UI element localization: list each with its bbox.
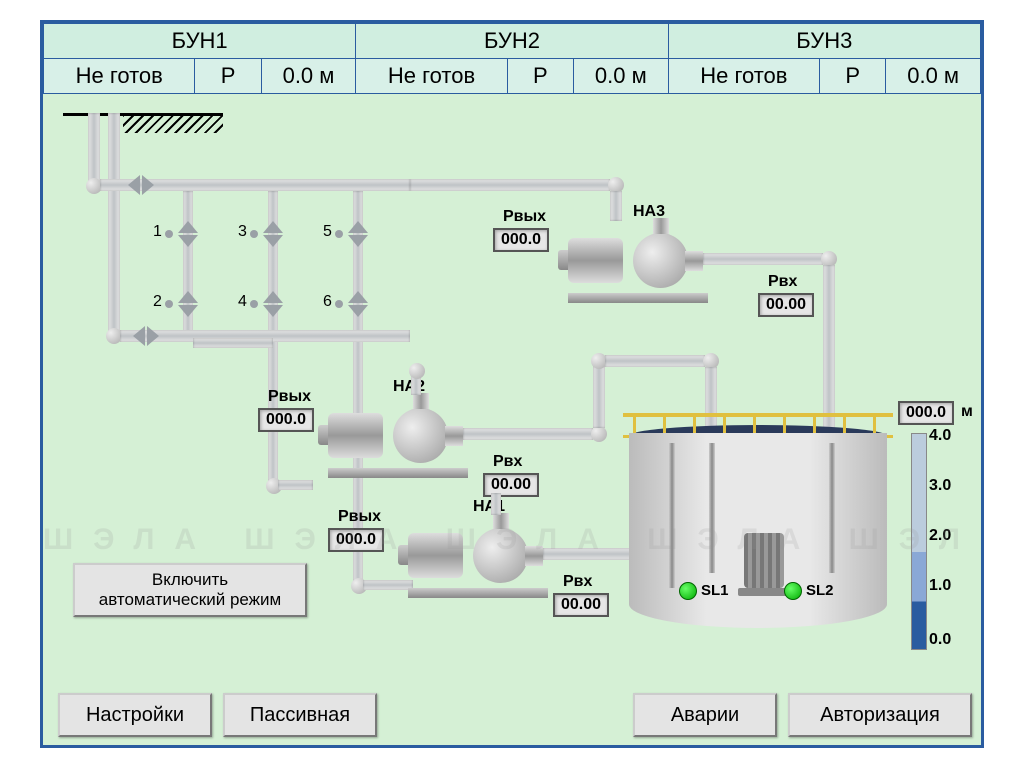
pipe [463, 428, 593, 440]
unit3-mode: Р [820, 59, 886, 94]
unit3-level: 0.0 м [886, 59, 981, 94]
auto-mode-button[interactable]: Включить автоматический режим [73, 563, 307, 617]
level-scale: 4.0 3.0 2.0 1.0 0.0 [911, 433, 971, 648]
ground-hatch [123, 113, 223, 133]
pipe [278, 480, 313, 490]
probe-icon [709, 443, 715, 573]
pipe [491, 493, 501, 515]
unit2-title: БУН2 [356, 24, 668, 59]
valve-1-label: 1 [153, 223, 162, 241]
tank-level-unit: м [961, 403, 973, 421]
unit2-level: 0.0 м [573, 59, 668, 94]
pump-ha3-label: НА3 [633, 203, 665, 221]
auto-mode-label-line1: Включить [152, 570, 228, 590]
pump-ha2-pout-value: 000.0 [258, 408, 314, 432]
pump-ha1[interactable] [403, 513, 553, 598]
pipe [593, 366, 605, 428]
pipe [108, 113, 120, 333]
pipe [703, 253, 823, 265]
valve-5-icon[interactable] [348, 221, 368, 247]
valve-3-label: 3 [238, 223, 247, 241]
pipe [610, 191, 622, 221]
valve-4-label: 4 [238, 293, 247, 311]
pump-ha1-pout-label: Рвых [338, 508, 381, 526]
pump-ha1-pout-value: 000.0 [328, 528, 384, 552]
scale-tick-2: 2.0 [929, 527, 951, 545]
pump-ha2-pout-label: Рвых [268, 388, 311, 406]
sl1-label: SL1 [701, 582, 729, 599]
valve-dot [250, 300, 258, 308]
settings-button[interactable]: Настройки [58, 693, 212, 737]
pipe [193, 338, 273, 348]
scada-frame: БУН1 БУН2 БУН3 Не готов Р 0.0 м Не готов… [40, 20, 984, 748]
pipe-elbow [591, 426, 607, 442]
unit1-level: 0.0 м [261, 59, 356, 94]
unit2-mode: Р [507, 59, 573, 94]
auth-button[interactable]: Авторизация [788, 693, 972, 737]
pipe [410, 179, 610, 191]
scale-tick-0: 0.0 [929, 631, 951, 649]
valve-dot [165, 230, 173, 238]
valve-4-icon[interactable] [263, 291, 283, 317]
pump-ha3-pout-label: Рвых [503, 208, 546, 226]
pump-ha3[interactable] [563, 218, 713, 303]
pump-ha3-pin-label: Рвх [768, 273, 797, 291]
pump-ha3-pout-value: 000.0 [493, 228, 549, 252]
valve-1-icon[interactable] [178, 221, 198, 247]
valve-dot [335, 230, 343, 238]
probe-icon [829, 443, 835, 573]
pump-ha3-pin-value: 00.00 [758, 293, 814, 317]
pump-ha1-pin-label: Рвх [563, 573, 592, 591]
valve-3-icon[interactable] [263, 221, 283, 247]
pipe [605, 355, 705, 367]
auto-mode-label-line2: автоматический режим [99, 590, 281, 610]
probe-icon [669, 443, 675, 588]
pump-ha1-pin-value: 00.00 [553, 593, 609, 617]
valve-dot [335, 300, 343, 308]
unit3-status: Не готов [668, 59, 819, 94]
unit2-status: Не готов [356, 59, 507, 94]
valve-5-label: 5 [323, 223, 332, 241]
valve-2-label: 2 [153, 293, 162, 311]
valve-icon [128, 175, 154, 195]
tank: SL1 SL2 [623, 413, 893, 638]
passive-button[interactable]: Пассивная [223, 693, 377, 737]
sl2-indicator: SL2 [784, 582, 834, 600]
valve-6-icon[interactable] [348, 291, 368, 317]
valve-dot [250, 230, 258, 238]
scale-tick-3: 3.0 [929, 477, 951, 495]
unit1-status: Не готов [44, 59, 195, 94]
pipe [183, 191, 193, 341]
valve-6-label: 6 [323, 293, 332, 311]
pump-ha2-pin-label: Рвх [493, 453, 522, 471]
scale-tick-1: 1.0 [929, 577, 951, 595]
sl1-indicator: SL1 [679, 582, 729, 600]
pump-ha2[interactable] [323, 393, 473, 478]
pipe-elbow [409, 363, 425, 379]
scale-tick-4: 4.0 [929, 427, 951, 445]
level-scale-bar [911, 433, 927, 650]
tank-level-value: 000.0 [898, 401, 954, 425]
valve-dot [165, 300, 173, 308]
pipe [88, 113, 100, 183]
valve-2-icon[interactable] [178, 291, 198, 317]
submersible-pump-icon [744, 533, 784, 588]
alarms-button[interactable]: Аварии [633, 693, 777, 737]
unit3-title: БУН3 [668, 24, 980, 59]
sl2-label: SL2 [806, 582, 834, 599]
status-table: БУН1 БУН2 БУН3 Не готов Р 0.0 м Не готов… [43, 23, 981, 94]
unit1-mode: Р [195, 59, 261, 94]
unit1-title: БУН1 [44, 24, 356, 59]
valve-icon [133, 326, 159, 346]
